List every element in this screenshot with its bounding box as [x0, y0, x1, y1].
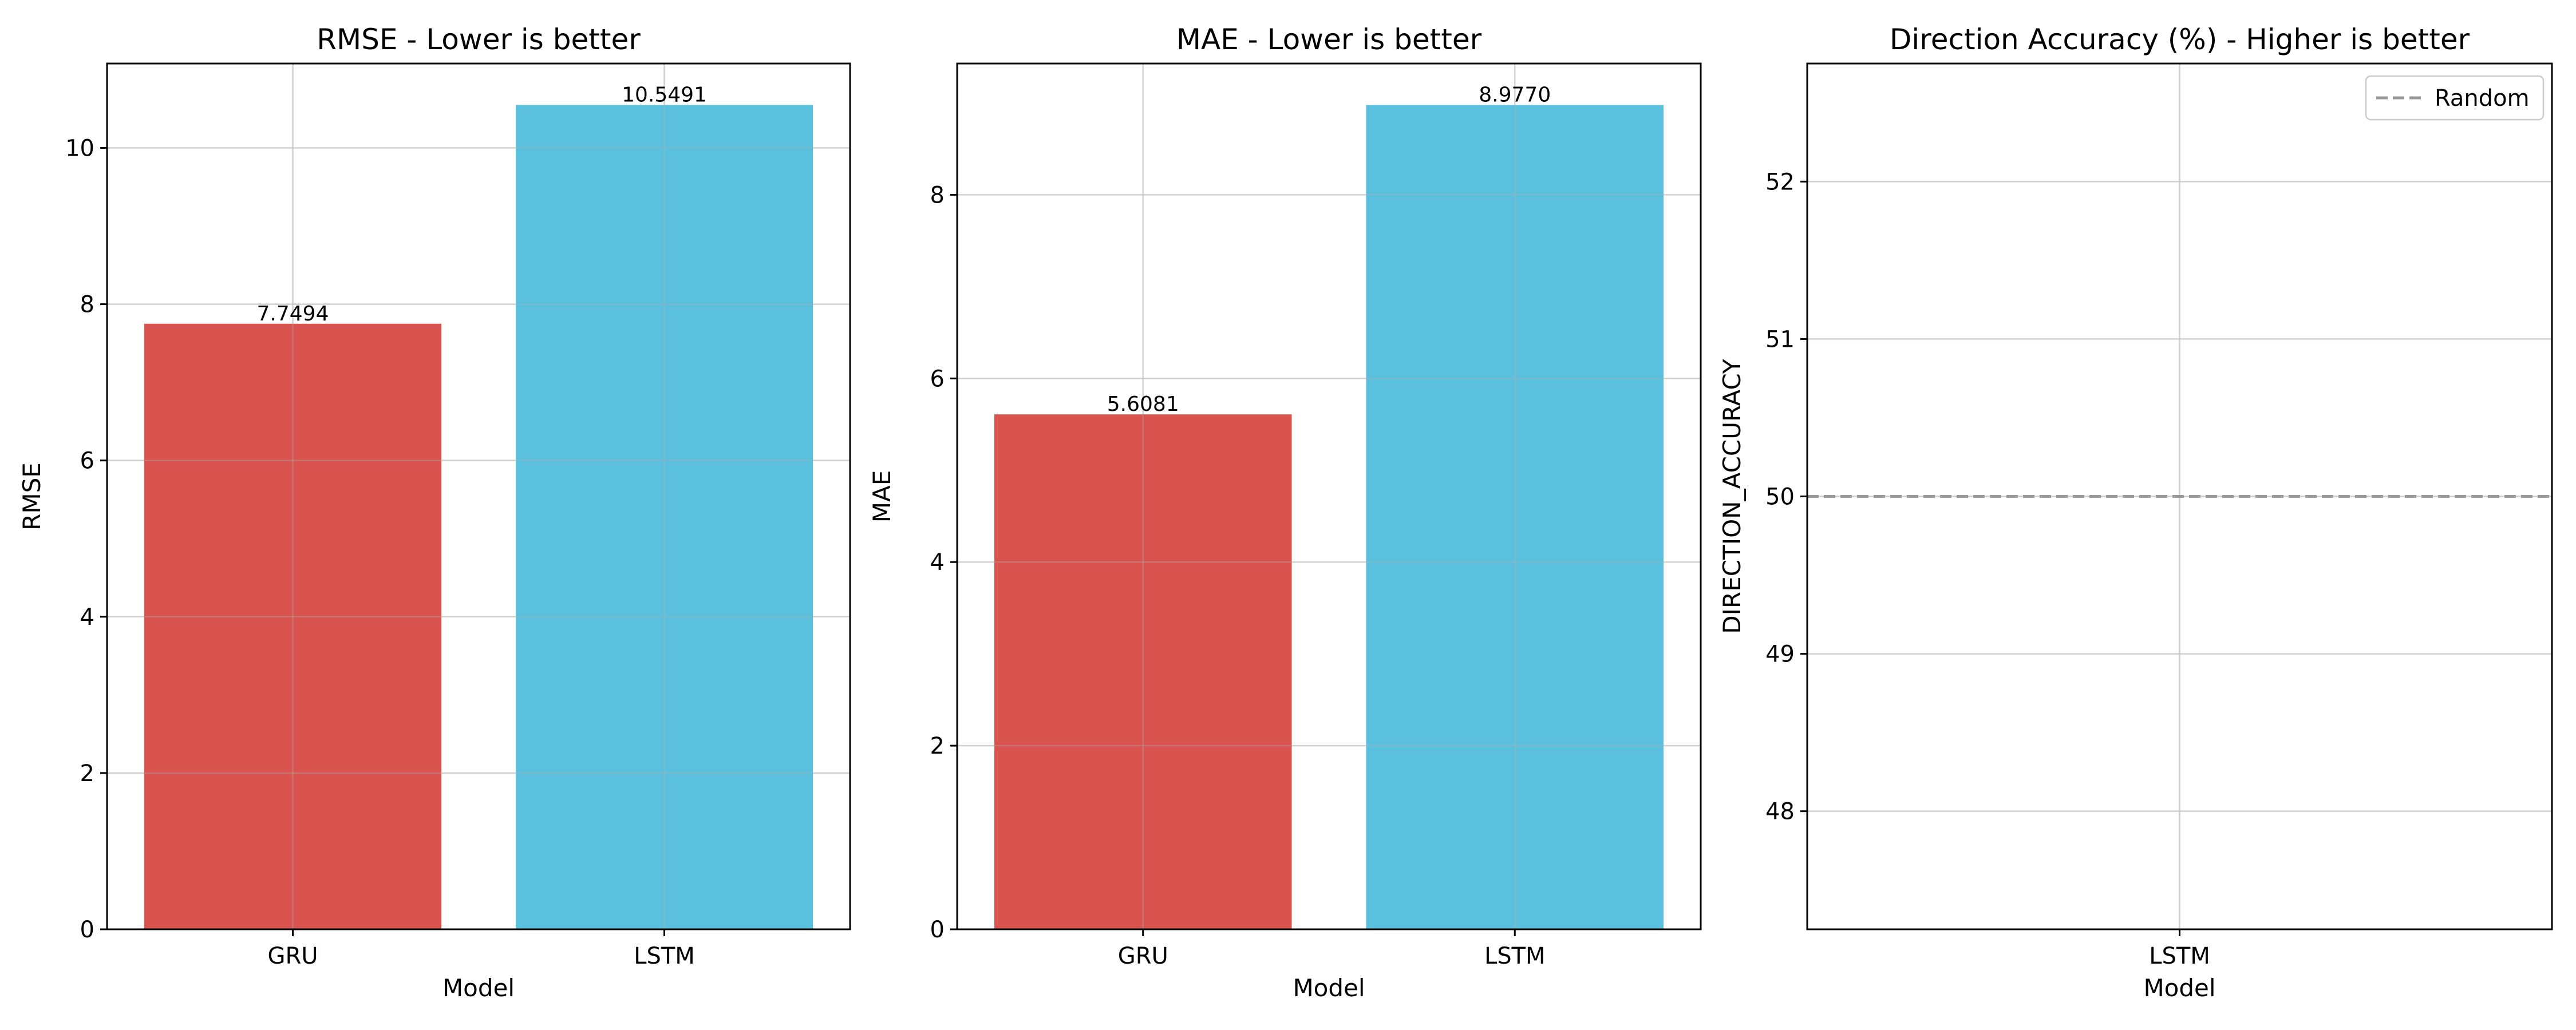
y-tick-label: 0: [930, 917, 945, 943]
bar-gru: [994, 414, 1292, 929]
x-tick-label: LSTM: [1484, 943, 1546, 969]
y-axis-label: DIRECTION_ACCURACY: [1718, 359, 1746, 634]
y-tick-label: 8: [80, 292, 94, 318]
y-tick-label: 6: [80, 448, 94, 474]
x-axis-label: Model: [2143, 974, 2215, 1002]
y-tick-label: 48: [1765, 799, 1795, 825]
chart-panel-1: 7.7494 10.5491 0 2 4 6 8 10 GRU LSTM RMSE - Lower …: [18, 23, 851, 1002]
y-tick-label: 51: [1765, 326, 1795, 352]
y-tick-label: 2: [930, 733, 945, 759]
y-tick-label: 0: [80, 917, 94, 943]
y-tick-label: 6: [930, 366, 945, 392]
y-tick-label: 4: [80, 604, 94, 631]
x-tick-label: LSTM: [2149, 943, 2210, 969]
chart-title: MAE - Lower is better: [1176, 23, 1482, 56]
bar-value-label: 5.6081: [1107, 393, 1179, 416]
x-axis-label: Model: [442, 974, 515, 1002]
x-tick-label: LSTM: [634, 943, 695, 969]
y-tick-label: 50: [1765, 484, 1795, 510]
chart-title: Direction Accuracy (%) - Higher is bette…: [1890, 23, 2470, 56]
bar-gru: [144, 323, 442, 929]
y-tick-label: 10: [65, 135, 94, 161]
bar-lstm: [515, 105, 813, 930]
chart-panel-3: 48 49 50 51 52 LSTM Direction Accuracy (%) - H…: [1718, 23, 2553, 1002]
legend: Random: [2365, 75, 2545, 121]
legend-label: Random: [2435, 85, 2530, 112]
bar-value-label: 8.9770: [1479, 84, 1551, 107]
y-tick-label: 49: [1765, 641, 1795, 668]
bar-value-label: 10.5491: [622, 83, 707, 106]
bar-value-label: 7.7494: [257, 302, 329, 326]
x-tick-label: GRU: [1118, 943, 1168, 969]
x-tick-label: GRU: [267, 943, 318, 969]
axes-frame: [106, 62, 851, 930]
legend-box: [2365, 75, 2545, 121]
chart-panel-2: 5.6081 8.9770 0 2 4 6 8 GRU LSTM MAE - Lower is b…: [868, 23, 1702, 1002]
bar-lstm: [1366, 105, 1664, 929]
y-axis-label: MAE: [868, 470, 896, 523]
y-tick-label: 8: [930, 182, 945, 208]
x-axis-label: Model: [1293, 974, 1365, 1002]
y-axis-label: RMSE: [18, 462, 46, 530]
chart-title: RMSE - Lower is better: [317, 23, 641, 56]
y-tick-label: 4: [930, 549, 945, 576]
y-tick-label: 2: [80, 760, 94, 787]
axes-frame: [956, 62, 1702, 930]
y-tick-label: 52: [1765, 169, 1795, 195]
